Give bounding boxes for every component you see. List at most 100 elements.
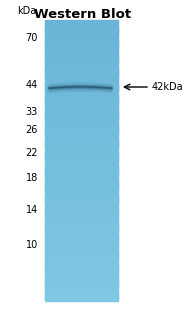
Bar <box>45 82 118 83</box>
Bar <box>45 242 118 243</box>
Bar <box>45 62 118 63</box>
Bar <box>45 225 118 227</box>
Bar <box>45 176 118 177</box>
Bar <box>45 294 118 295</box>
Bar <box>45 101 118 103</box>
Bar <box>45 231 118 232</box>
Bar <box>45 22 118 23</box>
Bar <box>45 100 118 102</box>
Bar <box>45 163 118 164</box>
Bar <box>45 61 118 62</box>
Bar <box>45 283 118 285</box>
Bar <box>45 196 118 197</box>
Bar <box>45 202 118 203</box>
Bar <box>45 229 118 231</box>
Bar <box>45 41 118 43</box>
Bar <box>45 187 118 188</box>
Bar <box>45 53 118 54</box>
Bar <box>45 194 118 195</box>
Bar <box>45 252 118 254</box>
Bar <box>45 259 118 260</box>
Bar <box>45 298 118 299</box>
Bar <box>45 184 118 186</box>
Bar <box>45 114 118 116</box>
Bar <box>45 49 118 50</box>
Bar <box>45 173 118 175</box>
Bar <box>45 89 118 91</box>
Bar <box>45 232 118 233</box>
Bar <box>45 84 118 86</box>
Bar <box>45 76 118 78</box>
Bar <box>45 137 118 138</box>
Bar <box>45 20 118 21</box>
Bar <box>45 191 118 192</box>
Bar <box>45 244 118 245</box>
Bar <box>45 257 118 259</box>
Bar <box>45 255 118 257</box>
Bar <box>45 289 118 290</box>
Bar <box>45 88 118 90</box>
Bar <box>45 80 118 81</box>
Bar <box>45 138 118 139</box>
Bar <box>45 133 118 134</box>
Bar <box>45 235 118 237</box>
Bar <box>45 105 118 106</box>
Bar <box>45 86 118 88</box>
Bar <box>45 172 118 174</box>
Bar <box>45 219 118 220</box>
Bar <box>45 156 118 158</box>
Text: 42kDa: 42kDa <box>152 82 184 92</box>
Bar <box>45 224 118 226</box>
Bar <box>45 239 118 240</box>
Bar <box>45 267 118 269</box>
Bar <box>45 272 118 273</box>
Bar <box>45 143 118 145</box>
Bar <box>45 265 118 267</box>
Bar <box>45 282 118 284</box>
Text: 14: 14 <box>26 205 38 215</box>
Bar <box>45 36 118 37</box>
Bar <box>45 221 118 222</box>
Bar <box>45 57 118 59</box>
Text: 33: 33 <box>26 107 38 117</box>
Bar <box>45 32 118 34</box>
Bar <box>45 145 118 146</box>
Bar <box>45 65 118 66</box>
Bar <box>45 70 118 71</box>
Bar <box>45 33 118 35</box>
Bar <box>45 190 118 191</box>
Bar <box>45 157 118 159</box>
Bar <box>45 138 118 140</box>
Bar <box>45 162 118 163</box>
Bar <box>45 158 118 159</box>
Bar <box>45 147 118 148</box>
Bar <box>45 83 118 85</box>
Bar <box>45 60 118 61</box>
Bar <box>45 240 118 242</box>
Bar <box>45 273 118 274</box>
Bar <box>45 79 118 80</box>
Bar <box>45 120 118 121</box>
Text: kDa: kDa <box>17 6 36 16</box>
Bar <box>45 251 118 252</box>
Bar <box>45 83 118 84</box>
Bar <box>45 124 118 125</box>
Bar <box>45 29 118 31</box>
Bar <box>45 294 118 296</box>
Bar <box>45 40 118 42</box>
Bar <box>45 40 118 41</box>
Bar <box>45 195 118 196</box>
Bar <box>45 210 118 212</box>
Bar <box>45 153 118 154</box>
Bar <box>45 182 118 184</box>
Bar <box>45 125 118 127</box>
Bar <box>45 261 118 262</box>
Bar <box>45 104 118 105</box>
Bar <box>45 67 118 68</box>
Bar <box>45 151 118 152</box>
Bar <box>45 260 118 261</box>
Bar <box>45 165 118 166</box>
Bar <box>45 69 118 70</box>
Bar <box>45 93 118 94</box>
Bar <box>45 46 118 48</box>
